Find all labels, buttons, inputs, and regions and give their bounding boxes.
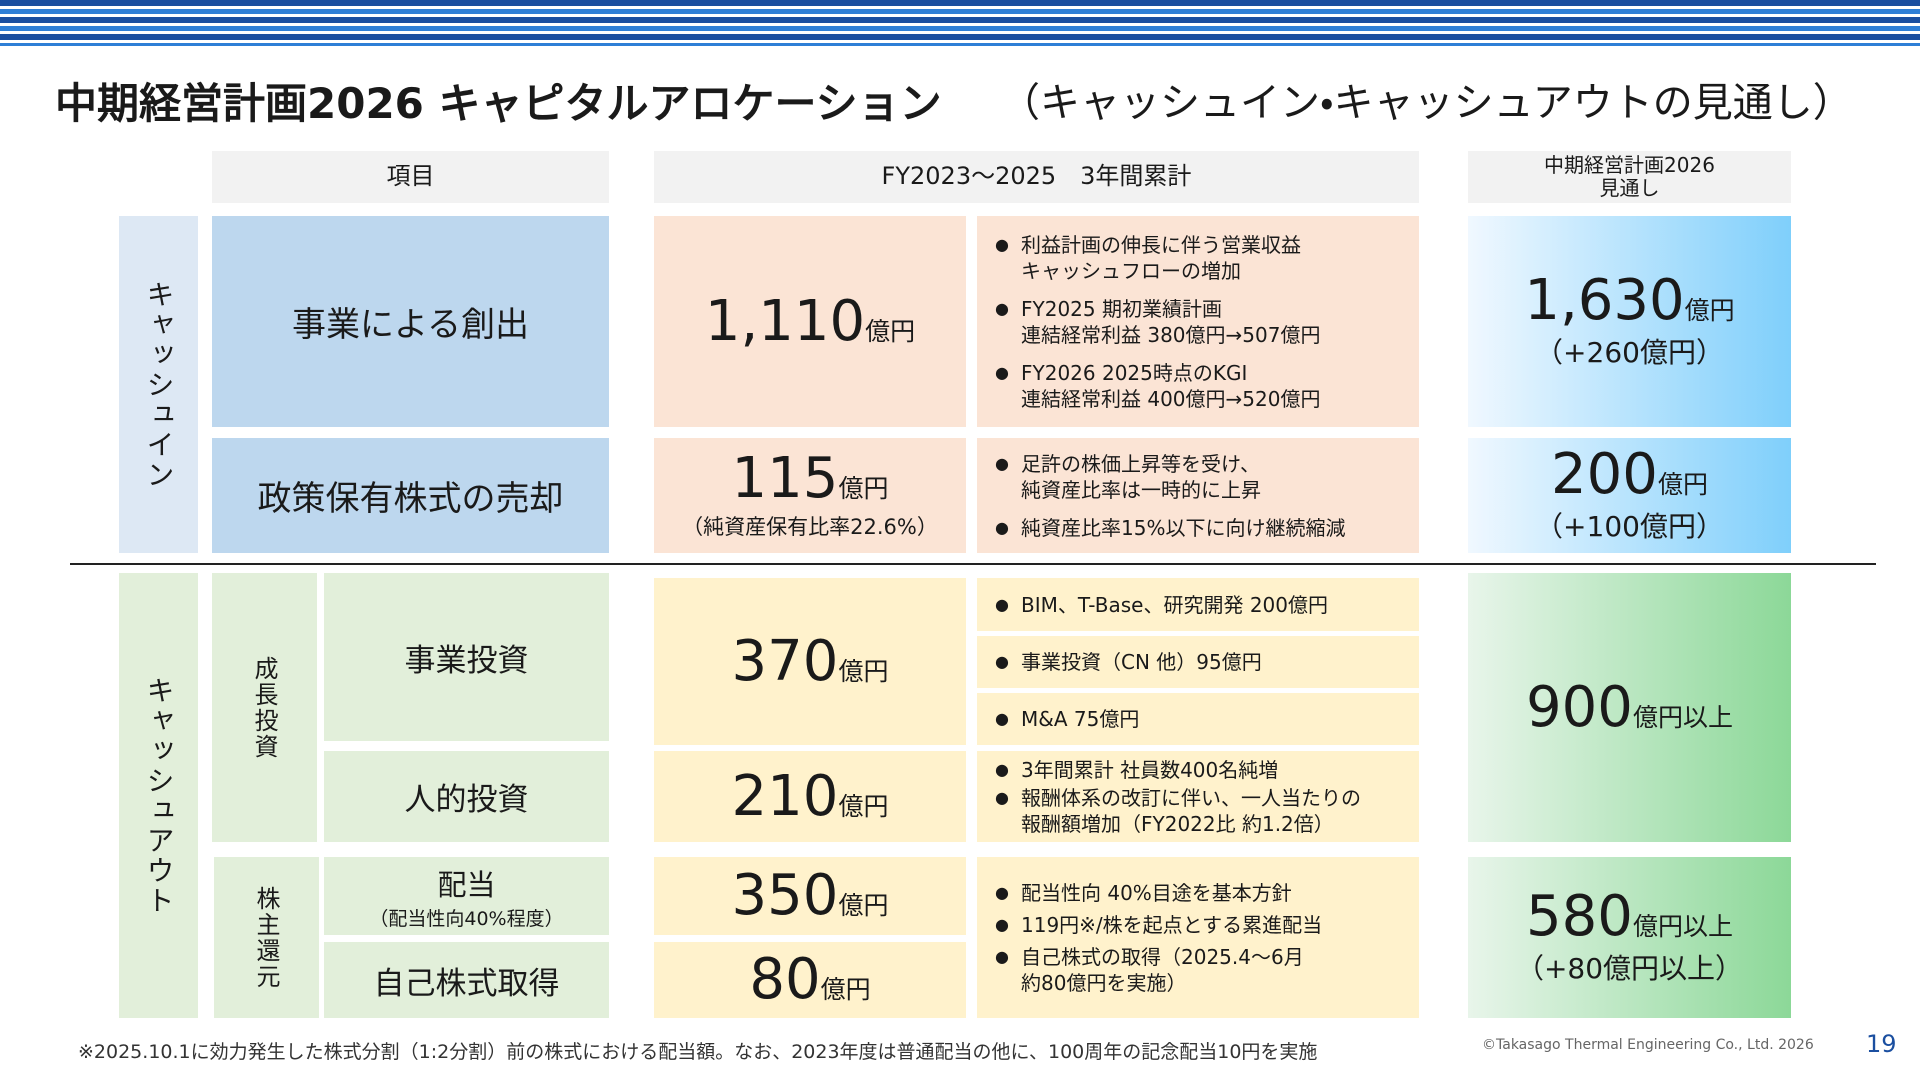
value-box: 115億円 （純資産保有比率22.6%） — [654, 438, 966, 553]
details: M&A 75億円 — [977, 693, 1419, 745]
value-box: 350億円 — [654, 857, 966, 935]
amount: 200 — [1551, 441, 1658, 507]
item: 事業による創出 — [212, 216, 609, 427]
forecast-box: 1,630億円 （+260億円） — [1468, 216, 1791, 427]
divider — [70, 563, 1876, 565]
forecast-box: 200億円 （+100億円） — [1468, 438, 1791, 553]
value: 1,110億円 — [705, 293, 916, 350]
details: 事業投資（CN 他）95億円 — [977, 636, 1419, 688]
amount: 350 — [731, 863, 839, 928]
unit: 億円 — [1684, 295, 1735, 325]
unit: 億円 — [1657, 469, 1708, 499]
title: 中期経営計画2026 キャピタルアロケーション — [55, 79, 942, 128]
value-box: 370億円 — [654, 578, 966, 745]
subtitle: （キャッシュイン・キャッシュアウトの見通し） — [1000, 80, 1853, 126]
bullet: BIM、T-Base、研究開発 200億円 — [995, 592, 1328, 618]
forecast-box: 900億円以上 — [1468, 573, 1791, 842]
bullet: 事業投資（CN 他）95億円 — [995, 649, 1262, 675]
item: 配当 — [437, 867, 496, 902]
details: 3年間累計 社員数400名純増 報酬体系の改訂に伴い、一人当たりの 報酬額増加（… — [977, 751, 1419, 842]
unit: 億円 — [838, 656, 889, 686]
side-label-box: キャッシュイン — [119, 216, 198, 553]
amount: 80 — [749, 947, 821, 1012]
bullet: 報酬体系の改訂に伴い、一人当たりの 報酬額増加（FY2022比 約1.2倍） — [995, 785, 1361, 837]
item-note: （配当性向40%程度） — [369, 907, 564, 930]
amount: 210 — [731, 763, 839, 829]
forecast-note: （+260億円） — [1535, 335, 1724, 369]
footnote: ※2025.10.1に効力発生した株式分割（1:2分割）前の株式における配当額。… — [78, 1041, 1318, 1063]
unit: 億円 — [838, 891, 889, 920]
bullet: FY2025 期初業績計画 連結経常利益 380億円→507億円 — [995, 296, 1320, 348]
details: 配当性向 40%目途を基本方針 119円※/株を起点とする累進配当 自己株式の取… — [977, 857, 1419, 1018]
unit: 億円 — [865, 316, 916, 346]
item: 事業投資 — [324, 573, 609, 741]
bullet: FY2026 2025時点のKGI 連結経常利益 400億円→520億円 — [995, 360, 1320, 412]
value: 210億円 — [732, 768, 889, 825]
group-label-box: 株主還元 — [214, 857, 319, 1018]
bullet: 純資産比率15%以下に向け継続縮減 — [995, 515, 1345, 541]
value: 80億円 — [749, 952, 870, 1008]
amount: 1,630 — [1524, 267, 1685, 333]
bullet: 自己株式の取得（2025.4～6月 約80億円を実施） — [995, 944, 1304, 996]
forecast: 580億円以上 — [1526, 888, 1733, 945]
column-header: 中期経営計画2026 見通し — [1468, 151, 1791, 203]
unit: 億円以上 — [1632, 911, 1733, 941]
column-header: 項目 — [212, 151, 609, 203]
bullet: 3年間累計 社員数400名純増 — [995, 757, 1278, 783]
forecast: 1,630億円 — [1524, 272, 1735, 329]
side-label: キャッシュイン — [142, 279, 176, 490]
value-note: （純資産保有比率22.6%） — [682, 514, 938, 539]
bullet: 119円※/株を起点とする累進配当 — [995, 912, 1322, 938]
side-label: キャッシュアウト — [142, 675, 176, 916]
amount: 580 — [1526, 883, 1633, 949]
group-label: 株主還元 — [252, 885, 280, 990]
details: 利益計画の伸長に伴う営業収益 キャッシュフローの増加 FY2025 期初業績計画… — [977, 216, 1419, 427]
group-label: 成長投資 — [250, 655, 278, 760]
bullet: M&A 75億円 — [995, 706, 1139, 732]
side-label-box: キャッシュアウト — [119, 573, 198, 1018]
forecast: 900億円以上 — [1526, 679, 1733, 736]
amount: 900 — [1526, 674, 1633, 740]
unit: 億円以上 — [1632, 702, 1733, 732]
forecast-box: 580億円以上 （+80億円以上） — [1468, 857, 1791, 1018]
value: 350億円 — [732, 868, 889, 924]
value: 370億円 — [732, 633, 889, 690]
bullet: 利益計画の伸長に伴う営業収益 キャッシュフローの増加 — [995, 232, 1301, 284]
item: 自己株式取得 — [324, 942, 609, 1018]
column-header: FY2023～2025 3年間累計 — [654, 151, 1419, 203]
amount: 1,110 — [704, 288, 866, 354]
item-box: 配当 （配当性向40%程度） — [324, 857, 609, 935]
details: 足許の株価上昇等を受け、 純資産比率は一時的に上昇 純資産比率15%以下に向け継… — [977, 438, 1419, 553]
value-box: 80億円 — [654, 942, 966, 1018]
unit: 億円 — [820, 975, 871, 1004]
page-number: 19 — [1866, 1030, 1897, 1058]
amount: 370 — [731, 628, 839, 694]
unit: 億円 — [838, 473, 889, 503]
top-stripe — [0, 0, 1920, 46]
forecast: 200億円 — [1551, 446, 1708, 503]
copyright: ©Takasago Thermal Engineering Co., Ltd. … — [1482, 1037, 1814, 1053]
bullet: 足許の株価上昇等を受け、 純資産比率は一時的に上昇 — [995, 451, 1261, 503]
item: 政策保有株式の売却 — [212, 438, 609, 553]
value: 115億円 — [732, 450, 889, 507]
value-box: 1,110億円 — [654, 216, 966, 427]
forecast-note: （+80億円以上） — [1515, 951, 1744, 985]
item: 人的投資 — [324, 751, 609, 842]
unit: 億円 — [838, 791, 889, 821]
details: BIM、T-Base、研究開発 200億円 — [977, 578, 1419, 631]
forecast-note: （+100億円） — [1535, 509, 1724, 543]
amount: 115 — [731, 445, 839, 511]
value-box: 210億円 — [654, 751, 966, 842]
group-label-box: 成長投資 — [212, 573, 317, 842]
bullet: 配当性向 40%目途を基本方針 — [995, 880, 1292, 906]
